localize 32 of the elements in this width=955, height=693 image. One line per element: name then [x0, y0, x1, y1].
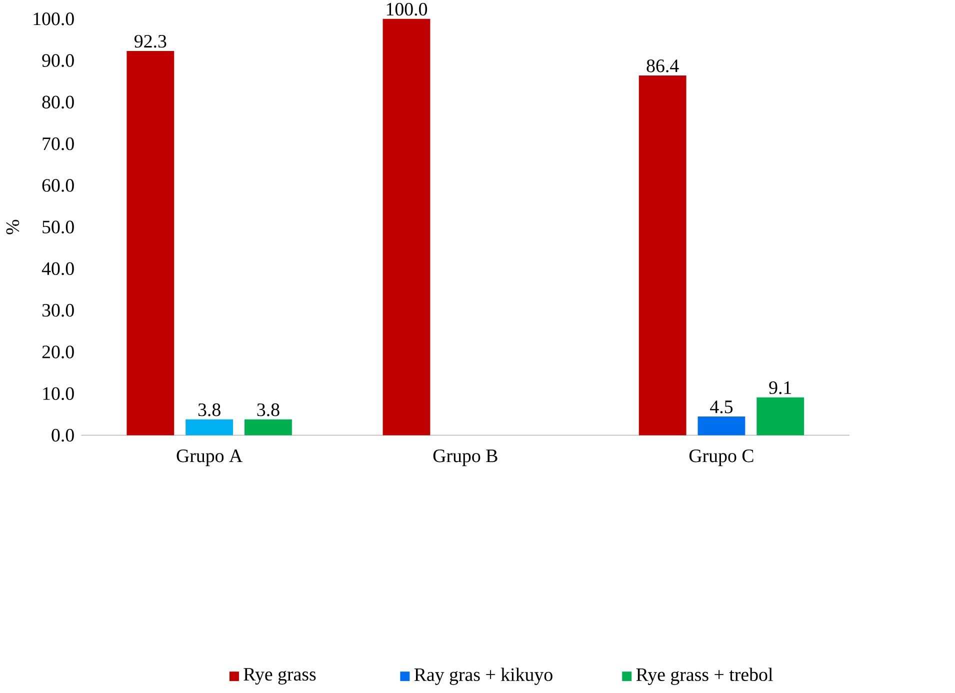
bar — [186, 419, 234, 436]
y-tick-label: 40.0 — [42, 262, 74, 275]
bar — [382, 18, 430, 436]
y-tick-label: 100.0 — [34, 12, 74, 26]
legend-label: Ray gras + kikuyo — [414, 668, 552, 685]
data-label: 3.8 — [198, 403, 220, 416]
y-tick-label: 30.0 — [42, 304, 74, 317]
data-label: 3.8 — [257, 403, 280, 416]
data-label: 9.1 — [769, 381, 792, 394]
bar — [244, 419, 292, 436]
y-tick-label: 80.0 — [42, 96, 74, 108]
y-tick-label: 90.0 — [42, 54, 74, 67]
data-label: 4.5 — [710, 400, 733, 414]
legend-label: Rye grass — [244, 668, 316, 684]
bar — [756, 397, 804, 436]
x-tick-label: Grupo A — [176, 449, 242, 466]
y-tick-label: 60.0 — [42, 178, 74, 192]
data-label: 100.0 — [386, 2, 428, 16]
legend-label: Rye grass + trebol — [636, 668, 773, 685]
y-tick-label: 20.0 — [42, 345, 74, 358]
y-tick-label: 10.0 — [43, 387, 74, 400]
data-label: 92.3 — [134, 34, 166, 48]
x-tick-label: Grupo C — [689, 449, 754, 466]
y-axis-title: % — [6, 220, 20, 234]
data-label: 86.4 — [646, 59, 679, 72]
y-tick-label: 50.0 — [42, 220, 74, 234]
y-tick-label: 0.0 — [52, 428, 74, 442]
bar — [638, 75, 686, 436]
bar — [698, 416, 746, 436]
x-tick-label: Grupo B — [433, 449, 498, 466]
bar — [126, 50, 174, 436]
y-tick-label: 70.0 — [42, 137, 74, 150]
